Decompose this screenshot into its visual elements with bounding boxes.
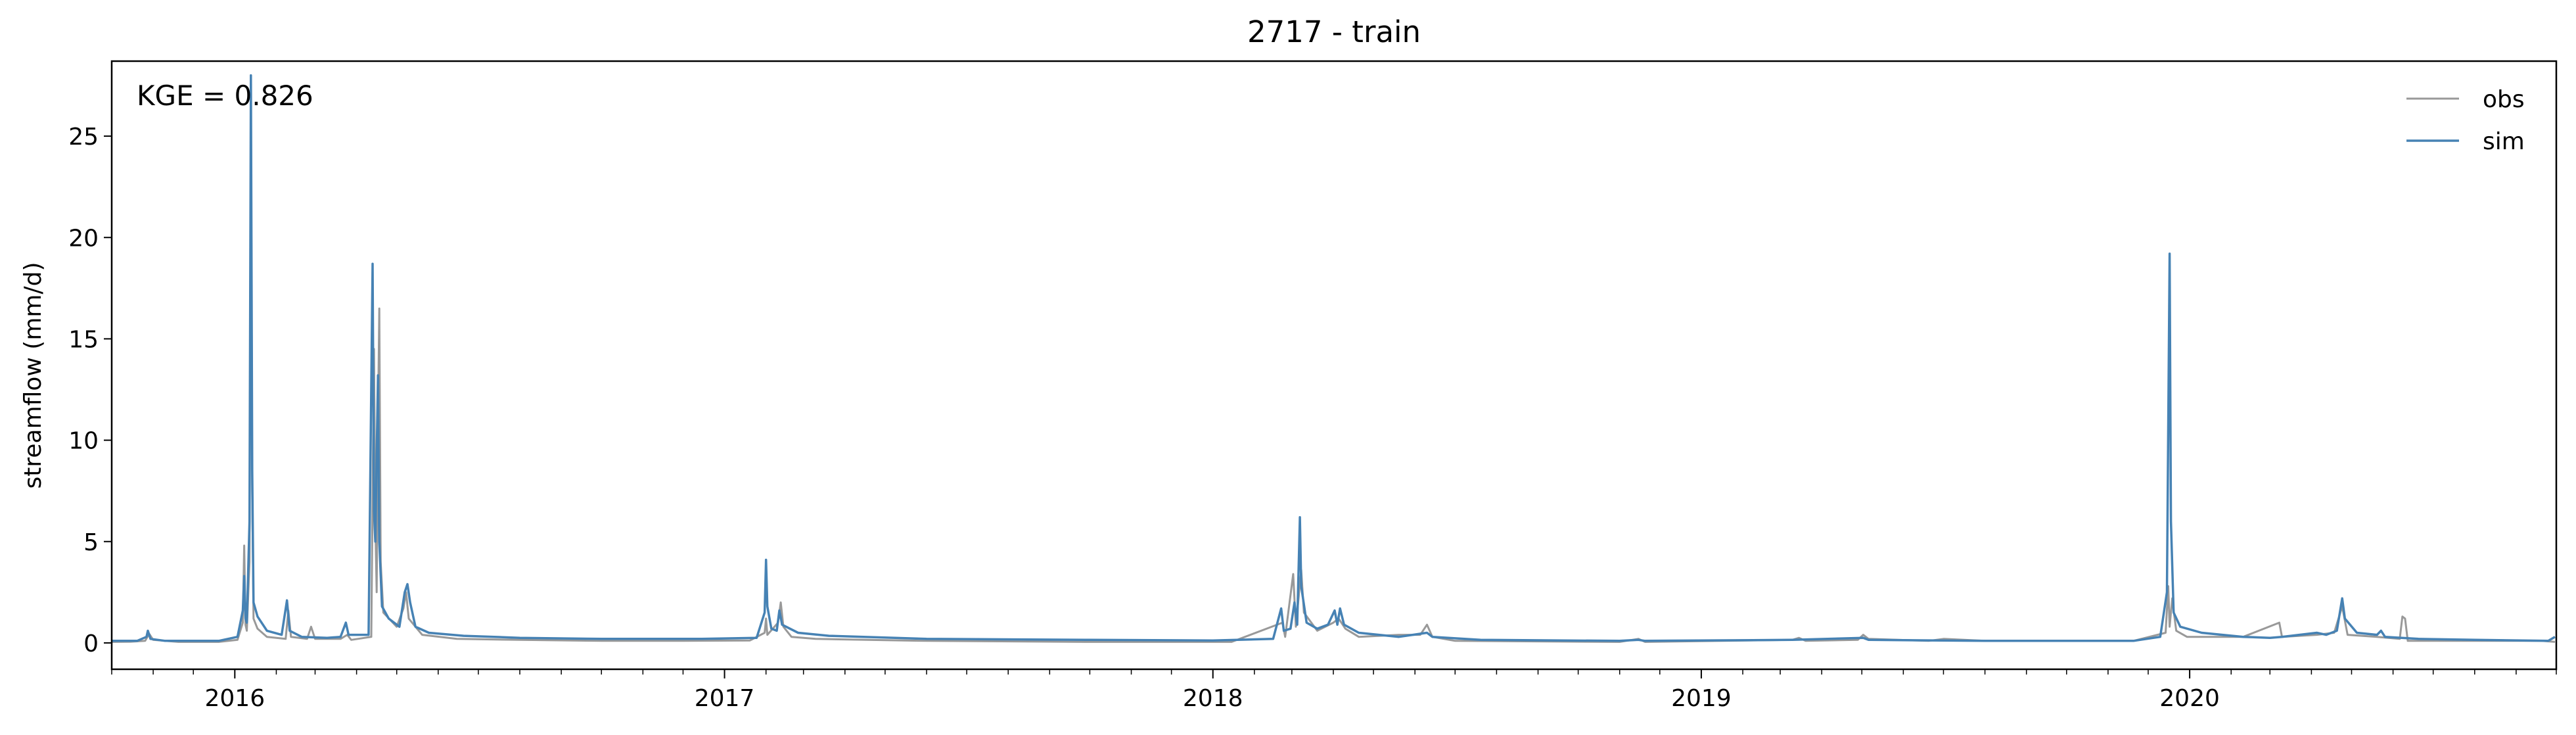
- y-tick-label: 0: [83, 630, 99, 657]
- kge-annotation: KGE = 0.826: [137, 80, 313, 112]
- series-line-sim: [112, 74, 2556, 642]
- legend: obs sim: [2406, 86, 2525, 155]
- plot-area-frame: [110, 60, 2558, 671]
- x-tick-label: 2016: [205, 685, 265, 712]
- y-tick-label: 20: [68, 225, 99, 252]
- y-tick-label: 25: [68, 124, 99, 151]
- legend-label-obs: obs: [2483, 86, 2525, 113]
- x-tick-label: 2017: [695, 685, 755, 712]
- series-line-obs: [111, 94, 2556, 643]
- y-axis-label: streamflow (mm/d): [20, 262, 47, 489]
- y-tick-label: 10: [68, 428, 99, 455]
- plot-lines: [111, 74, 2556, 643]
- y-tick-label: 5: [83, 529, 99, 556]
- x-tick-label: 2018: [1183, 685, 1243, 712]
- chart-title: 2717 - train: [1247, 14, 1421, 49]
- y-axis-ticks: 0 5 10 15 20 25: [68, 124, 112, 657]
- x-tick-label: 2019: [1671, 685, 1732, 712]
- x-tick-label: 2020: [2159, 685, 2220, 712]
- y-tick-label: 15: [68, 326, 99, 353]
- x-axis-ticks: 2016 2017 2018 2019 2020: [111, 669, 2557, 712]
- legend-label-sim: sim: [2483, 128, 2525, 155]
